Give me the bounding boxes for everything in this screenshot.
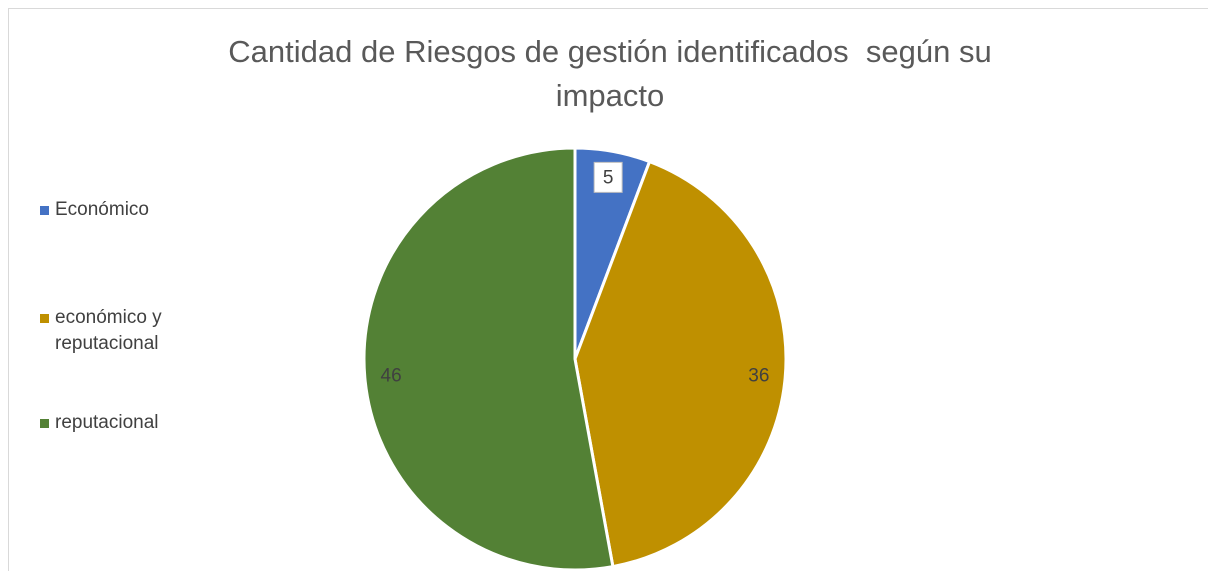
data-label-box [593,161,623,193]
legend-swatch [40,419,49,428]
legend-item: Económico [40,197,200,223]
data-label: 46 [381,366,402,387]
legend-label: Económico [55,199,149,220]
chart-frame [8,8,1208,571]
data-label: 36 [748,366,769,387]
data-label: 5 [603,167,614,188]
legend-label: reputacional [55,412,159,433]
legend-swatch [40,206,49,215]
pie-slice [573,159,788,569]
legend-item: reputacional [40,410,200,436]
legend-swatch [40,314,49,323]
legend-item: económico y reputacional [40,305,200,357]
legend-label: económico y reputacional [55,307,162,354]
chart-title: Cantidad de Riesgos de gestión identific… [228,34,1001,113]
pie-slice [362,146,615,571]
